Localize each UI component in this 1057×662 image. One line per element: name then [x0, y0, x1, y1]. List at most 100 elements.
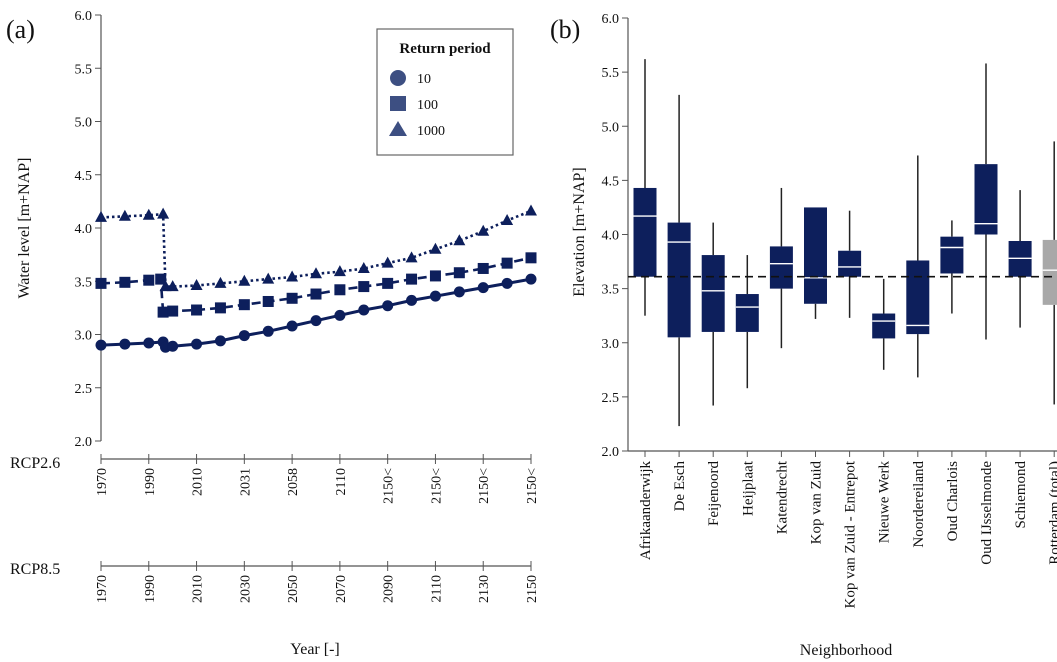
- series-10-point: [453, 286, 465, 298]
- series-10-point: [286, 320, 298, 332]
- series-100-point: [95, 277, 107, 289]
- series-1000-point: [333, 265, 346, 277]
- panel-a-y-tick-label: 2.0: [75, 435, 93, 450]
- panel-a-y-tick-label: 5.5: [75, 62, 93, 77]
- series-10-point: [167, 340, 179, 352]
- series-1000-point: [214, 276, 227, 288]
- series-100-point: [157, 306, 169, 318]
- panel-b-x-axis-title: Neighborhood: [800, 642, 892, 659]
- box-body: [1042, 239, 1057, 305]
- series-100-point: [214, 302, 226, 314]
- series-100-point: [143, 274, 155, 286]
- series-10-point: [95, 339, 107, 351]
- series-100-point: [453, 267, 465, 279]
- box-body: [974, 164, 998, 235]
- series-100-point: [119, 276, 131, 288]
- series-10-point: [310, 315, 322, 327]
- rcp85-tick-label: 2150: [525, 575, 540, 603]
- series-1000-point: [286, 270, 299, 282]
- box-body: [667, 222, 691, 338]
- rcp85-tick-label: 2070: [334, 575, 349, 603]
- series-100-point: [477, 262, 489, 274]
- neighborhood-label: Rotterdam (total): [1047, 461, 1057, 565]
- series-10-point: [525, 273, 537, 285]
- panel-b-y-tick-label: 5.5: [602, 66, 620, 81]
- rcp26-axis-name: RCP2.6: [10, 455, 60, 472]
- series-1000-point: [238, 274, 251, 286]
- panel-b-y-tick-label: 5.0: [602, 120, 620, 135]
- panel-a-x-axis-title: Year [-]: [290, 641, 339, 658]
- box-body: [633, 187, 657, 277]
- series-1000-point: [142, 208, 155, 220]
- series-10-point: [262, 325, 274, 337]
- series-100-point: [155, 273, 167, 285]
- box-body: [701, 255, 725, 332]
- rcp85-tick-label: 2110: [429, 575, 444, 602]
- series-10-point: [501, 277, 513, 289]
- panel-b-y-tick-label: 6.0: [602, 12, 620, 27]
- neighborhood-label: Schiemond: [1013, 461, 1029, 529]
- rcp26-tick-label: 1970: [95, 468, 110, 496]
- rcp85-tick-label: 2090: [382, 575, 397, 603]
- rcp85-tick-label: 2010: [191, 575, 206, 603]
- panel-a-line-chart: Water level [m+NAP] 2.0 2.5 3.0 3.5 4.0 4.5 5.…: [10, 9, 540, 658]
- series-10-point: [382, 300, 394, 312]
- rcp26-tick-label: 2150<: [382, 468, 397, 504]
- series-100-point: [286, 292, 298, 304]
- rcp26-tick-label: 2150<: [429, 468, 444, 504]
- box-body: [769, 246, 793, 289]
- series-100-point: [262, 295, 274, 307]
- series-10-point: [358, 304, 370, 316]
- rcp85-tick-label: 1970: [95, 575, 110, 603]
- panel-b-y-tick-label: 3.0: [602, 337, 620, 352]
- series-1000-line: [100, 209, 532, 288]
- panel-a-y-tick-label: 6.0: [75, 9, 93, 24]
- series-100-point: [238, 299, 250, 311]
- panel-a-y-tick-label: 4.5: [75, 169, 93, 184]
- neighborhood-label: De Esch: [672, 461, 688, 512]
- rcp26-tick-label: 2058: [286, 468, 301, 496]
- neighborhood-label: Kop van Zuid - Entrepot: [843, 460, 859, 608]
- series-1000-point: [477, 224, 490, 236]
- rcp85-axis-name: RCP8.5: [10, 561, 60, 578]
- series-10-point: [477, 282, 489, 294]
- legend-title: Return period: [399, 41, 491, 57]
- panel-b-y-tick-label: 4.5: [602, 174, 620, 189]
- rcp26-tick-label: 2031: [238, 468, 253, 496]
- panel-b-y-tick-label: 3.5: [602, 283, 620, 298]
- panel-a-y-tick-label: 3.0: [75, 329, 93, 344]
- rcp26-tick-label: 2110: [334, 468, 349, 495]
- series-10-point: [429, 290, 441, 302]
- series-1000-point: [157, 207, 170, 219]
- series-100-point: [358, 281, 370, 293]
- series-1000-point: [453, 234, 466, 246]
- series-1000-point: [166, 280, 179, 292]
- panel-a-label: (a): [6, 15, 35, 44]
- neighborhood-label: Oud IJsselmonde: [979, 461, 995, 565]
- panel-b-y-tick-label: 4.0: [602, 229, 620, 244]
- series-1000-point: [190, 279, 203, 291]
- series-100-point: [191, 304, 203, 316]
- series-100-point: [406, 273, 418, 285]
- box-body: [906, 260, 930, 335]
- series-10-point: [238, 330, 250, 342]
- panel-b-y-tick-label: 2.5: [602, 391, 620, 406]
- series-10-point: [119, 338, 131, 350]
- series-100-point: [334, 284, 346, 296]
- legend-label-1000: 1000: [417, 124, 445, 139]
- series-1000-point: [405, 251, 418, 263]
- panel-b-label: (b): [550, 15, 580, 44]
- series-100-point: [382, 277, 394, 289]
- box-body: [940, 236, 964, 274]
- rcp26-tick-label: 2150<: [477, 468, 492, 504]
- rcp85-tick-label: 2030: [238, 575, 253, 603]
- series-1000-point: [381, 256, 394, 268]
- box-body: [838, 250, 862, 277]
- panel-b-box-plot: Elevation [m+NAP] Neighborhood 2.0 2.5 3.0…: [571, 12, 1057, 659]
- panel-a-y-tick-label: 2.5: [75, 382, 93, 397]
- panel-a-y-axis-title: Water level [m+NAP]: [16, 157, 33, 298]
- box-body: [804, 207, 827, 304]
- panel-a-y-tick-label: 5.0: [75, 116, 93, 131]
- rcp85-tick-label: 2130: [477, 575, 492, 603]
